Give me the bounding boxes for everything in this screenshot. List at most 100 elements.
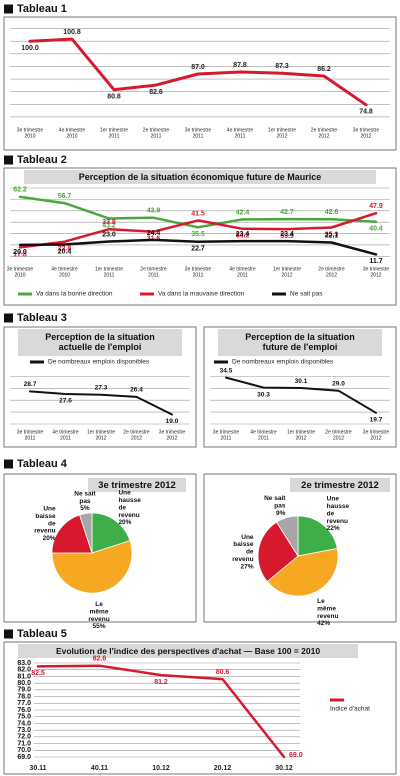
x-tick-label: 3e trimestre 2010 bbox=[7, 267, 34, 279]
x-tick-label: 1er trimestre 2011 bbox=[95, 267, 123, 279]
panel bbox=[3, 641, 397, 775]
pie-value-label: 20% bbox=[43, 535, 56, 542]
x-tick-label: 3e trimestre 2012 bbox=[363, 267, 390, 279]
pie-label: Une baisse de revenu bbox=[232, 533, 254, 562]
x-tick-label: 1er trimestre 2012 bbox=[268, 128, 296, 140]
y-tick-label: 70.0 bbox=[17, 747, 31, 754]
header-marker bbox=[4, 459, 13, 469]
title-box bbox=[88, 478, 186, 492]
title-box bbox=[18, 644, 358, 658]
section-header: Tableau 1 bbox=[17, 3, 67, 15]
value-label: 81.2 bbox=[154, 679, 168, 686]
chart-title: Perception de la situation actuelle de l'… bbox=[45, 332, 155, 352]
x-tick-label: 4e trimestre 2011 bbox=[227, 128, 254, 140]
title-box bbox=[218, 329, 382, 356]
y-tick-label: 73.0 bbox=[17, 727, 31, 734]
x-tick-label: 40.11 bbox=[91, 765, 108, 772]
pie-value-label: 55% bbox=[93, 623, 106, 630]
value-label: 24.4 bbox=[147, 230, 161, 237]
legend-label: Indice d'achat bbox=[330, 706, 370, 713]
y-tick-label: 79.0 bbox=[17, 687, 31, 694]
pie-label: Le même revenu bbox=[88, 601, 109, 623]
panel bbox=[3, 167, 397, 306]
value-label: 69.0 bbox=[289, 752, 303, 759]
chart-title: Perception de la situation future de l'em… bbox=[245, 332, 355, 352]
value-label: 35.3 bbox=[325, 231, 339, 238]
section-header: Tableau 4 bbox=[17, 458, 68, 470]
x-tick-label: 3e trimestre 2011 bbox=[17, 430, 44, 442]
x-tick-label: 3e trimestre 2011 bbox=[185, 267, 212, 279]
x-tick-label: 3e trimestre 2012 bbox=[353, 128, 380, 140]
y-tick-label: 74.0 bbox=[17, 720, 31, 727]
x-tick-label: 3e trimestre 2010 bbox=[17, 128, 44, 140]
pie-slice bbox=[91, 512, 131, 554]
x-tick-label: 2e trimestre 2012 bbox=[123, 430, 150, 442]
y-tick-label: 76.0 bbox=[17, 707, 31, 714]
value-label: 34.2 bbox=[236, 233, 250, 240]
y-tick-label: 69.0 bbox=[17, 754, 31, 761]
pie-value-label: 27% bbox=[241, 563, 254, 570]
value-label: 43.2 bbox=[102, 222, 116, 229]
value-label: 30.1 bbox=[295, 378, 308, 385]
value-label: 19.7 bbox=[370, 417, 383, 424]
section-header: Tableau 5 bbox=[17, 628, 67, 640]
y-tick-label: 75.0 bbox=[17, 714, 31, 721]
value-label: 22.7 bbox=[191, 246, 205, 253]
value-label: 29.0 bbox=[332, 380, 345, 387]
chart-title: 2e trimestre 2012 bbox=[301, 480, 379, 491]
value-label: 87.8 bbox=[233, 62, 247, 69]
value-label: 80.8 bbox=[107, 94, 121, 101]
title-box bbox=[290, 478, 390, 492]
value-label: 23.4 bbox=[236, 231, 250, 238]
x-tick-label: 1er trimestre 2012 bbox=[87, 430, 115, 442]
pie-label: Une hausse de revenu bbox=[327, 495, 350, 524]
value-label: 19.0 bbox=[166, 418, 179, 425]
value-label: 11.7 bbox=[369, 258, 382, 265]
value-label: 43.9 bbox=[147, 208, 161, 215]
pie-label: Ne sait pas bbox=[74, 490, 96, 504]
value-label: 23.4 bbox=[280, 231, 294, 238]
x-tick-label: 2e trimestre 2012 bbox=[311, 128, 338, 140]
value-label: 20.0 bbox=[13, 249, 27, 256]
value-label: 17.8 bbox=[13, 251, 27, 258]
x-tick-label: 3e trimestre 2011 bbox=[213, 430, 240, 442]
header-marker bbox=[4, 4, 13, 14]
value-label: 42.4 bbox=[236, 209, 250, 216]
x-tick-label: 4e trimestre 2010 bbox=[51, 267, 78, 279]
value-label: 33.9 bbox=[280, 233, 294, 240]
value-label: 47.9 bbox=[369, 203, 383, 210]
value-label: 22.1 bbox=[325, 232, 339, 239]
title-box bbox=[24, 170, 376, 184]
x-tick-label: 4e trimestre 2010 bbox=[59, 128, 86, 140]
value-label: 26.4 bbox=[130, 387, 143, 394]
value-label: 87.3 bbox=[275, 63, 289, 70]
x-tick-label: 2e trimestre 2012 bbox=[318, 267, 345, 279]
pie-slice bbox=[266, 548, 339, 597]
x-tick-label: 4e trimestre 2011 bbox=[229, 267, 256, 279]
data-line bbox=[225, 376, 377, 414]
value-label: 100.0 bbox=[21, 45, 39, 52]
x-tick-label: 20.12 bbox=[214, 765, 232, 772]
value-label: 34.5 bbox=[220, 367, 233, 374]
pie-label: Une hausse de revenu bbox=[118, 489, 141, 518]
data-line bbox=[18, 238, 378, 256]
pie-label: Le même revenu bbox=[317, 598, 338, 620]
data-line bbox=[28, 37, 368, 107]
pie-label: Une baisse de revenu bbox=[34, 505, 56, 534]
y-tick-label: 71.0 bbox=[17, 740, 31, 747]
pie-value-label: 42% bbox=[317, 620, 330, 627]
pie-value-label: 9% bbox=[276, 510, 286, 517]
value-label: 82.6 bbox=[93, 656, 107, 663]
value-label: 87.0 bbox=[191, 64, 205, 71]
value-label: 100.8 bbox=[63, 29, 81, 36]
value-label: 82.6 bbox=[149, 89, 163, 96]
value-label: 35.5 bbox=[191, 231, 205, 238]
pie-slice bbox=[51, 540, 133, 594]
header-marker bbox=[4, 313, 13, 323]
value-label: 27.3 bbox=[95, 384, 108, 391]
y-tick-label: 72.0 bbox=[17, 734, 31, 741]
x-tick-label: 1er trimestre 2012 bbox=[287, 430, 315, 442]
pie-slice bbox=[276, 515, 299, 558]
value-label: 42.7 bbox=[280, 209, 294, 216]
x-tick-label: 3e trimestre 2011 bbox=[185, 128, 212, 140]
